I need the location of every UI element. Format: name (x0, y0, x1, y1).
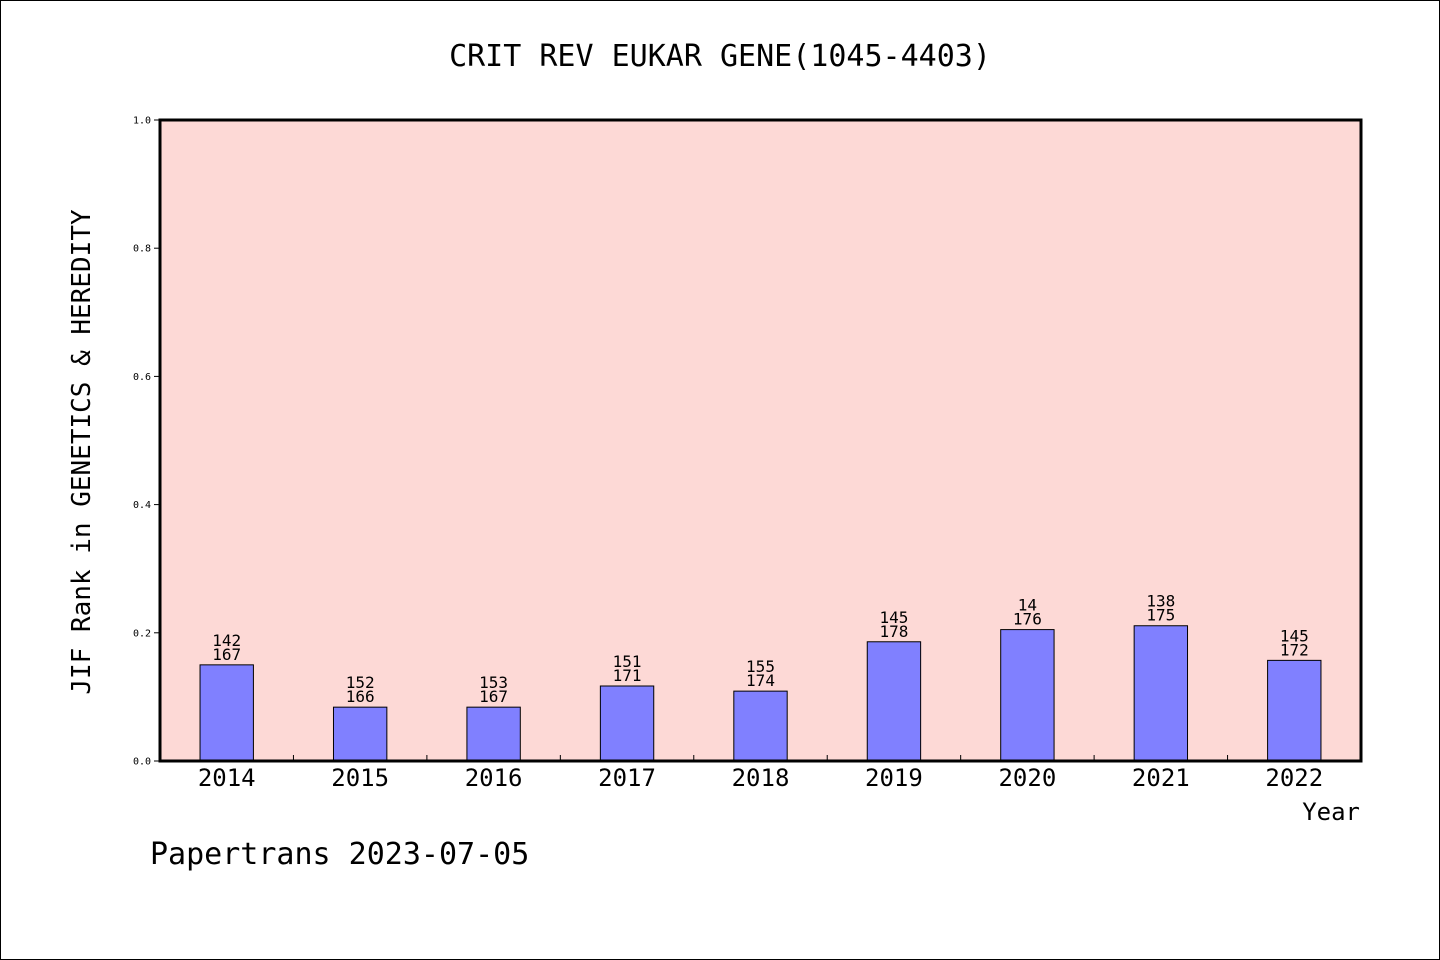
y-tick-label: 0.6 (133, 372, 151, 383)
bar-2015 (332, 706, 388, 762)
x-tick-label: 2019 (865, 764, 923, 792)
y-tick-label: 1.0 (133, 116, 151, 127)
bar-label-total: 172 (1280, 640, 1309, 659)
bar-label-total: 176 (1013, 610, 1042, 629)
x-tick-label: 2020 (998, 764, 1056, 792)
bar-2019 (866, 641, 922, 762)
plot-frame (158, 118, 1363, 763)
bar-label-total: 171 (613, 666, 642, 685)
bar-label-total: 174 (746, 671, 775, 690)
y-axis-label: JIF Rank in GENETICS & HEREDITY (67, 209, 97, 695)
bar-2017 (599, 685, 655, 762)
y-tick-label: 0.4 (133, 500, 151, 511)
footer-text: Papertrans 2023-07-05 (150, 837, 529, 872)
bar-2018 (733, 690, 788, 762)
y-tick-label: 0.2 (133, 628, 151, 639)
x-tick-label: 2016 (465, 764, 523, 792)
bar-label-rank: 138 (1146, 592, 1175, 611)
bar-label-total: 167 (479, 687, 508, 706)
bar-label-rank: 145 (1280, 626, 1309, 645)
bar-label-rank: 142 (212, 631, 241, 650)
bar-2016 (466, 706, 521, 762)
bar-2020 (1000, 629, 1055, 762)
bar-2021 (1133, 625, 1189, 762)
bar-label-total: 166 (346, 687, 375, 706)
x-axis-ticks: 2014 2015 2016 2017 2018 2019 2020 2021 2022 (198, 755, 1323, 792)
bar-2014 (199, 664, 254, 762)
y-tick-label: 0.8 (133, 244, 151, 255)
bar-2022 (1267, 659, 1322, 762)
x-tick-label: 2017 (598, 764, 656, 792)
y-tick-label: 0.0 (133, 757, 151, 768)
bar-label-total: 175 (1146, 606, 1175, 625)
bar-label-total: 178 (879, 622, 908, 641)
x-tick-label: 2015 (331, 764, 389, 792)
bar-label-rank: 153 (479, 673, 508, 692)
x-tick-label: 2018 (732, 764, 790, 792)
x-tick-label: 2014 (198, 764, 256, 792)
x-tick-label: 2022 (1265, 764, 1323, 792)
bar-label-rank: 155 (746, 657, 775, 676)
x-axis-label: Year (1302, 798, 1360, 826)
bar-label-rank: 145 (879, 608, 908, 627)
bar-label-rank: 151 (613, 652, 642, 671)
bar-label-rank: 14 (1018, 596, 1037, 615)
x-tick-label: 2021 (1132, 764, 1190, 792)
chart-title: CRIT REV EUKAR GENE(1045-4403) (449, 39, 991, 74)
bar-label-total: 167 (212, 645, 241, 664)
bar-label-rank: 152 (346, 673, 375, 692)
